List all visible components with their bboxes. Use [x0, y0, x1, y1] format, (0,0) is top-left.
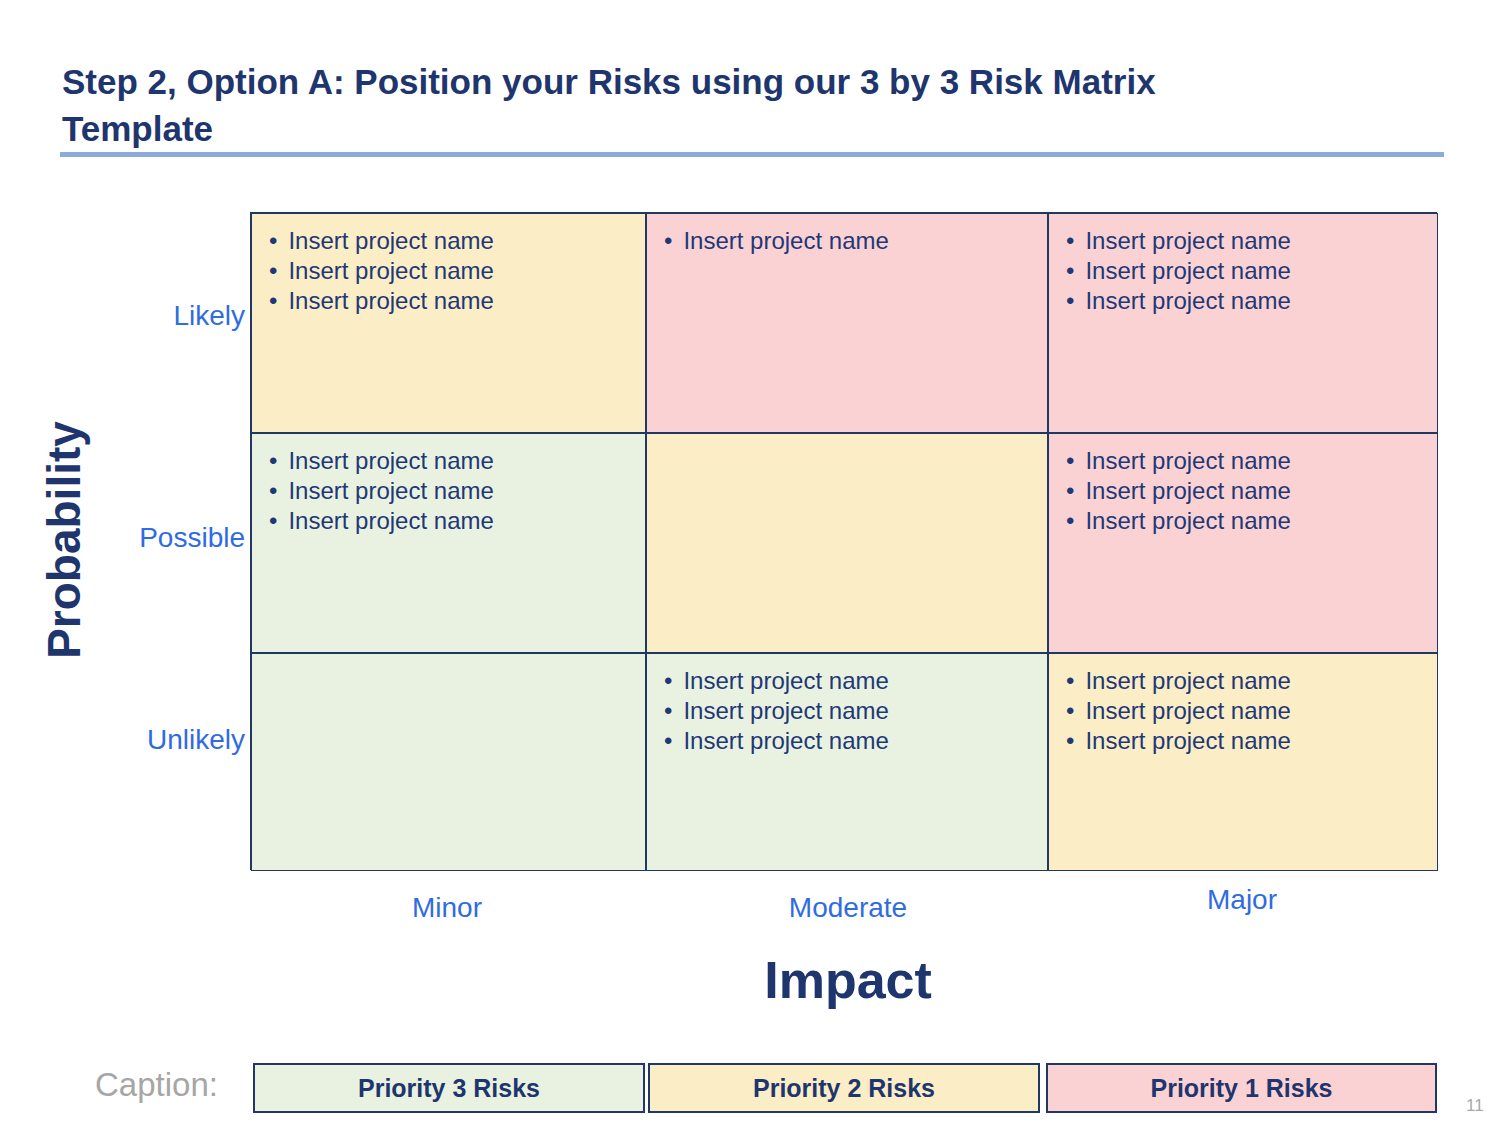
bullet-icon: •: [1066, 696, 1074, 726]
bullet-icon: •: [664, 226, 672, 256]
bullet-icon: •: [1066, 476, 1074, 506]
matrix-cell-possible-moderate: [646, 433, 1048, 653]
slide-title: Step 2, Option A: Position your Risks us…: [62, 58, 1452, 152]
y-axis-title: Probability: [37, 395, 93, 685]
cell-bullet-text: Insert project name: [683, 226, 888, 256]
bullet-icon: •: [664, 666, 672, 696]
cell-bullet-text: Insert project name: [1085, 256, 1290, 286]
bullet-icon: •: [1066, 726, 1074, 756]
cell-bullet-text: Insert project name: [288, 226, 493, 256]
legend-priority-3: Priority 3 Risks: [253, 1063, 645, 1113]
cell-bullet-text: Insert project name: [1085, 666, 1290, 696]
cell-bullet-text: Insert project name: [683, 666, 888, 696]
bullet-icon: •: [269, 476, 277, 506]
cell-bullet-item: • Insert project name: [269, 506, 635, 536]
cell-bullet-text: Insert project name: [288, 256, 493, 286]
bullet-icon: •: [269, 446, 277, 476]
matrix-cell-likely-major: • Insert project name • Insert project name…: [1048, 213, 1438, 433]
cell-bullet-text: Insert project name: [683, 696, 888, 726]
cell-bullet-item: • Insert project name: [1066, 666, 1427, 696]
cell-bullet-text: Insert project name: [1085, 226, 1290, 256]
cell-bullet-item: • Insert project name: [1066, 256, 1427, 286]
bullet-icon: •: [1066, 506, 1074, 536]
page-number: 11: [1466, 1096, 1484, 1116]
cell-bullet-item: • Insert project name: [1066, 506, 1427, 536]
row-label-likely: Likely: [95, 300, 245, 332]
cell-bullet-text: Insert project name: [288, 446, 493, 476]
cell-bullet-text: Insert project name: [1085, 726, 1290, 756]
cell-bullet-item: • Insert project name: [269, 286, 635, 316]
matrix-cell-possible-minor: • Insert project name • Insert project name…: [251, 433, 646, 653]
risk-matrix: • Insert project name • Insert project name…: [250, 212, 1437, 870]
cell-bullet-item: • Insert project name: [664, 226, 1037, 256]
matrix-cell-unlikely-major: • Insert project name • Insert project name…: [1048, 653, 1438, 871]
cell-bullet-text: Insert project name: [288, 506, 493, 536]
bullet-icon: •: [1066, 286, 1074, 316]
cell-bullet-text: Insert project name: [1085, 506, 1290, 536]
matrix-cell-possible-major: • Insert project name • Insert project name…: [1048, 433, 1438, 653]
bullet-icon: •: [269, 286, 277, 316]
cell-bullet-item: • Insert project name: [1066, 226, 1427, 256]
bullet-icon: •: [269, 506, 277, 536]
cell-bullet-item: • Insert project name: [1066, 476, 1427, 506]
row-label-unlikely: Unlikely: [95, 724, 245, 756]
bullet-icon: •: [1066, 226, 1074, 256]
x-axis-title: Impact: [764, 950, 932, 1010]
legend-priority-2: Priority 2 Risks: [648, 1063, 1040, 1113]
cell-bullet-text: Insert project name: [288, 286, 493, 316]
cell-bullet-item: • Insert project name: [269, 256, 635, 286]
cell-bullet-text: Insert project name: [683, 726, 888, 756]
matrix-cell-unlikely-minor: [251, 653, 646, 871]
cell-bullet-item: • Insert project name: [1066, 726, 1427, 756]
legend-priority-1: Priority 1 Risks: [1046, 1063, 1437, 1113]
cell-bullet-item: • Insert project name: [269, 226, 635, 256]
slide-title-line-2: Template: [62, 105, 1452, 152]
cell-bullet-item: • Insert project name: [664, 666, 1037, 696]
bullet-icon: •: [269, 256, 277, 286]
matrix-cell-unlikely-moderate: • Insert project name • Insert project name…: [646, 653, 1048, 871]
matrix-cell-likely-moderate: • Insert project name: [646, 213, 1048, 433]
col-label-moderate: Moderate: [789, 892, 907, 924]
cell-bullet-item: • Insert project name: [269, 446, 635, 476]
title-underline-rule: [60, 152, 1444, 157]
cell-bullet-item: • Insert project name: [664, 726, 1037, 756]
cell-bullet-item: • Insert project name: [1066, 286, 1427, 316]
matrix-cell-likely-minor: • Insert project name • Insert project name…: [251, 213, 646, 433]
cell-bullet-text: Insert project name: [288, 476, 493, 506]
bullet-icon: •: [1066, 256, 1074, 286]
row-label-possible: Possible: [95, 522, 245, 554]
cell-bullet-text: Insert project name: [1085, 446, 1290, 476]
bullet-icon: •: [269, 226, 277, 256]
cell-bullet-item: • Insert project name: [1066, 696, 1427, 726]
bullet-icon: •: [664, 726, 672, 756]
slide-title-line-1: Step 2, Option A: Position your Risks us…: [62, 58, 1452, 105]
col-label-major: Major: [1207, 884, 1277, 916]
bullet-icon: •: [664, 696, 672, 726]
cell-bullet-text: Insert project name: [1085, 696, 1290, 726]
bullet-icon: •: [1066, 446, 1074, 476]
cell-bullet-item: • Insert project name: [1066, 446, 1427, 476]
cell-bullet-text: Insert project name: [1085, 286, 1290, 316]
slide: Step 2, Option A: Position your Risks us…: [0, 0, 1500, 1125]
bullet-icon: •: [1066, 666, 1074, 696]
caption-label: Caption:: [95, 1066, 218, 1104]
col-label-minor: Minor: [412, 892, 482, 924]
cell-bullet-text: Insert project name: [1085, 476, 1290, 506]
cell-bullet-item: • Insert project name: [269, 476, 635, 506]
cell-bullet-item: • Insert project name: [664, 696, 1037, 726]
